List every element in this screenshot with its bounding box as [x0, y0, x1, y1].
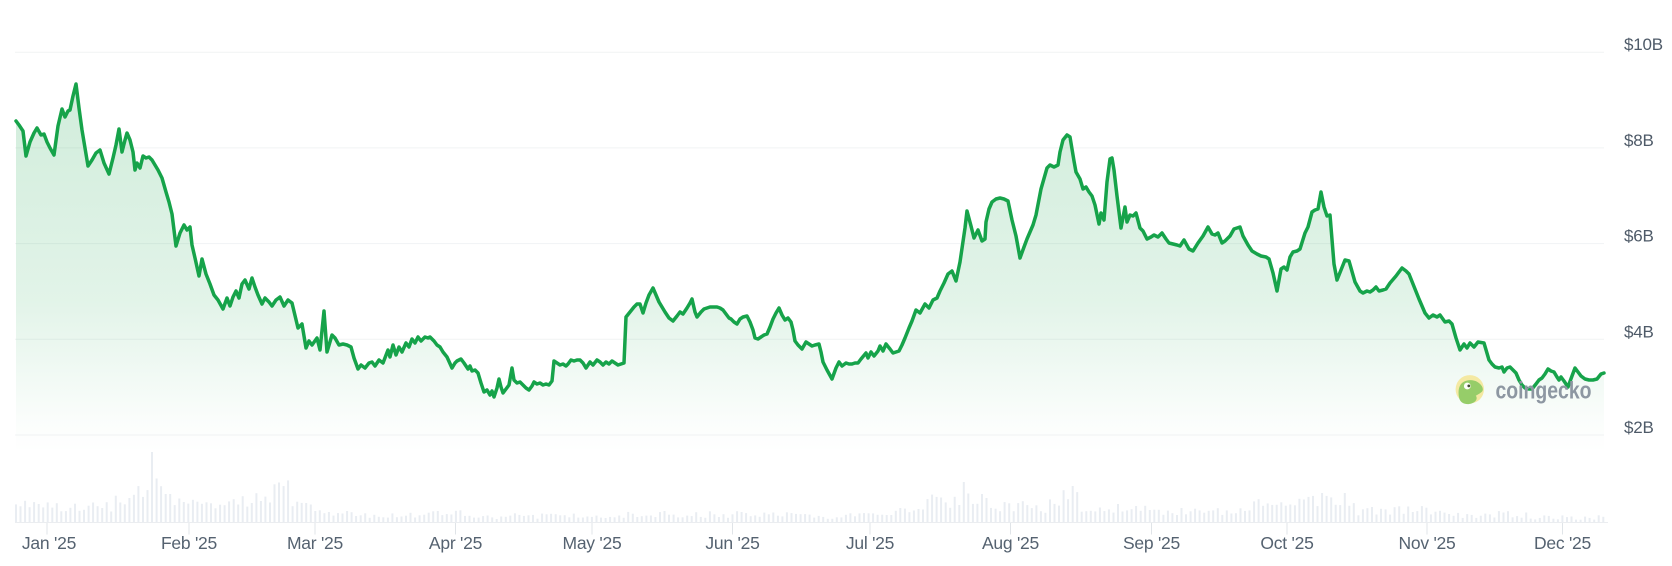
svg-text:$6B: $6B: [1624, 227, 1654, 246]
svg-text:Jul '25: Jul '25: [846, 533, 894, 553]
svg-text:coingecko: coingecko: [1496, 378, 1592, 405]
svg-text:May '25: May '25: [563, 533, 622, 553]
svg-text:Apr '25: Apr '25: [429, 533, 482, 553]
svg-text:$8B: $8B: [1624, 131, 1654, 150]
svg-text:Sep '25: Sep '25: [1123, 533, 1180, 553]
svg-text:Mar '25: Mar '25: [287, 533, 343, 553]
svg-text:Feb '25: Feb '25: [161, 533, 217, 553]
svg-text:Aug '25: Aug '25: [982, 533, 1039, 553]
svg-text:$4B: $4B: [1624, 322, 1654, 341]
svg-text:Dec '25: Dec '25: [1534, 533, 1591, 553]
svg-text:$10B: $10B: [1624, 35, 1663, 54]
svg-text:$2B: $2B: [1624, 418, 1654, 437]
svg-text:Jun '25: Jun '25: [705, 533, 759, 553]
svg-text:Oct '25: Oct '25: [1260, 533, 1313, 553]
svg-text:Jan '25: Jan '25: [22, 533, 76, 553]
svg-text:Nov '25: Nov '25: [1398, 533, 1455, 553]
